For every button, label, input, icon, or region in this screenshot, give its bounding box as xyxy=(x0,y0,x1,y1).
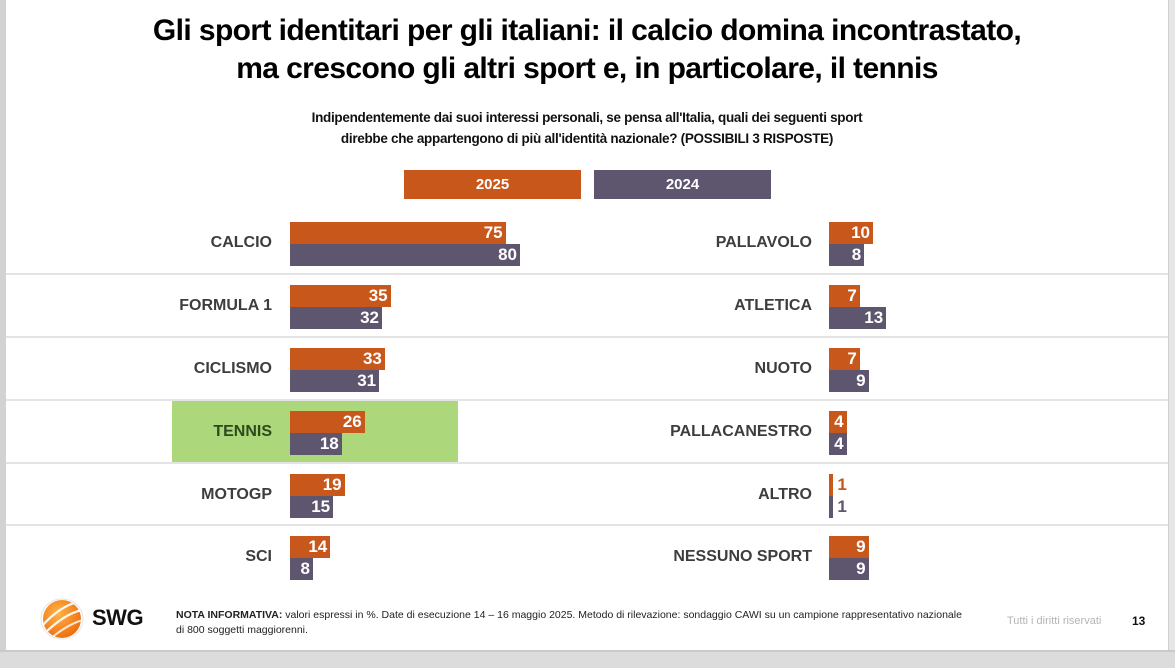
footer-note: NOTA INFORMATIVA: valori espressi in %. … xyxy=(176,608,966,638)
note-text: valori espressi in %. Date di esecuzione… xyxy=(176,609,962,636)
bar-2024 xyxy=(290,433,342,455)
category-label: CICLISMO xyxy=(193,360,272,377)
bar-2025 xyxy=(829,474,834,496)
bar-2024 xyxy=(290,370,380,392)
note-label: NOTA INFORMATIVA: xyxy=(176,609,283,621)
data-label-2024: 9 xyxy=(856,371,866,390)
data-label-2025: 7 xyxy=(847,349,857,368)
bar-2025 xyxy=(829,222,873,244)
bar-2024 xyxy=(829,370,869,392)
subtitle-line-2: direbbe che appartengono di più all'iden… xyxy=(340,131,834,146)
row-separator xyxy=(6,336,1168,338)
bar-2025 xyxy=(290,536,331,558)
swg-logo-icon xyxy=(40,598,84,640)
category-label: PALLAVOLO xyxy=(715,234,812,251)
subtitle-line-1: Indipendentemente dai suoi interessi per… xyxy=(311,110,863,125)
category-label: ALTRO xyxy=(758,486,812,503)
bar-2025 xyxy=(290,285,391,307)
data-label-2025: 35 xyxy=(368,286,388,305)
bar-2025 xyxy=(829,411,847,433)
bottom-edge xyxy=(0,650,1175,668)
bar-2024 xyxy=(829,244,865,266)
category-label: SCI xyxy=(245,548,272,565)
bar-2024 xyxy=(290,558,313,580)
category-label: FORMULA 1 xyxy=(179,297,272,314)
bar-2025 xyxy=(290,222,506,244)
data-label-2025: 7 xyxy=(847,286,857,305)
bar-2024 xyxy=(829,558,869,580)
title-line-2: ma crescono gli altri sport e, in partic… xyxy=(236,52,938,85)
rights-text: Tutti i diritti riservati xyxy=(1007,615,1102,627)
right-edge xyxy=(1168,0,1175,666)
data-label-2024: 15 xyxy=(311,497,331,516)
bar-2025 xyxy=(829,348,860,370)
bar-2025 xyxy=(829,285,860,307)
bar-2025 xyxy=(290,348,385,370)
category-label: CALCIO xyxy=(210,234,272,251)
data-label-2025: 75 xyxy=(483,223,503,242)
data-label-2025: 4 xyxy=(834,412,844,431)
bar-2024 xyxy=(829,496,834,518)
data-label-2025: 19 xyxy=(322,475,342,494)
brand-name: SWG xyxy=(92,605,144,630)
data-label-2025: 9 xyxy=(856,537,866,556)
row-separator xyxy=(6,273,1168,275)
bar-2024 xyxy=(290,496,334,518)
category-label: NESSUNO SPORT xyxy=(673,548,812,565)
data-label-2024: 4 xyxy=(834,434,844,453)
data-label-2024: 8 xyxy=(300,559,310,578)
category-label: PALLACANESTRO xyxy=(670,423,812,440)
legend-2025: 2025 xyxy=(404,170,581,199)
category-label: MOTOGP xyxy=(201,486,272,503)
data-label-2024: 80 xyxy=(498,245,517,264)
data-label-2025: 26 xyxy=(342,412,362,431)
legend-2024: 2024 xyxy=(594,170,771,199)
page-number: 13 xyxy=(1132,614,1146,628)
data-label-2024: 1 xyxy=(837,497,847,516)
data-label-2025: 33 xyxy=(362,349,382,368)
category-label: ATLETICA xyxy=(734,297,812,314)
data-label-2025: 14 xyxy=(308,537,328,556)
bar-2024 xyxy=(290,244,520,266)
bar-2025 xyxy=(290,411,365,433)
data-label-2024: 8 xyxy=(851,245,862,264)
data-label-2024: 18 xyxy=(319,434,339,453)
bar-2024 xyxy=(829,307,887,329)
data-label-2024: 31 xyxy=(357,371,377,390)
row-separator xyxy=(6,524,1168,526)
page-title: Gli sport identitari per gli italiani: i… xyxy=(6,12,1168,88)
bar-2024 xyxy=(829,433,847,455)
left-edge xyxy=(0,0,6,666)
category-label: TENNIS xyxy=(213,423,272,440)
row-separator xyxy=(6,462,1168,464)
data-label-2024: 13 xyxy=(864,308,884,327)
data-label-2024: 9 xyxy=(856,559,866,578)
title-line-1: Gli sport identitari per gli italiani: i… xyxy=(152,14,1022,47)
data-label-2025: 1 xyxy=(837,475,847,494)
data-label-2024: 32 xyxy=(360,308,379,327)
data-label-2025: 10 xyxy=(851,223,870,242)
chart-question: Indipendentemente dai suoi interessi per… xyxy=(6,107,1168,149)
bar-2025 xyxy=(290,474,345,496)
category-label: NUOTO xyxy=(754,360,812,377)
row-separator xyxy=(6,399,1168,401)
bar-2025 xyxy=(829,536,869,558)
bar-2024 xyxy=(290,307,382,329)
